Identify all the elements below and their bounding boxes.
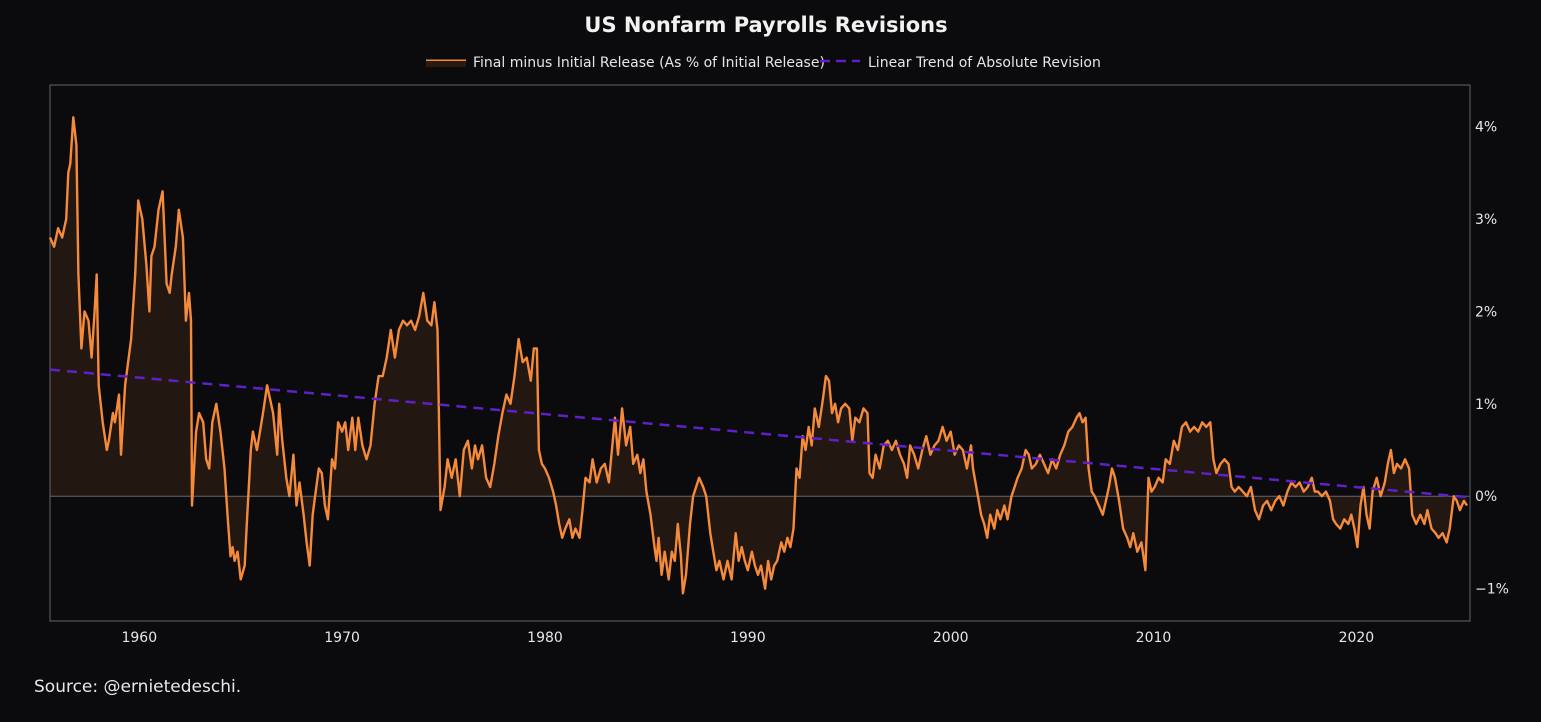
legend: Final minus Initial Release (As % of Ini… bbox=[426, 55, 1101, 71]
y-tick-label: 4% bbox=[1475, 120, 1497, 136]
series-area-fill bbox=[50, 117, 1467, 594]
x-tick-label: 1960 bbox=[121, 630, 157, 646]
series-line bbox=[48, 116, 1468, 595]
y-axis: 4% 3% 2% 1% 0% −1% bbox=[1475, 120, 1509, 598]
legend-label-series: Final minus Initial Release (As % of Ini… bbox=[473, 55, 825, 71]
y-tick-label: 0% bbox=[1475, 489, 1497, 505]
y-tick-label: 3% bbox=[1475, 212, 1497, 228]
y-tick-label: 2% bbox=[1475, 304, 1497, 320]
plot-area bbox=[48, 84, 1471, 622]
plot-frame bbox=[49, 84, 1471, 622]
x-axis: 1960 1970 1980 1990 2000 2010 2020 bbox=[121, 630, 1374, 646]
x-tick-label: 2000 bbox=[933, 630, 969, 646]
x-tick-label: 1970 bbox=[324, 630, 360, 646]
legend-swatch-series-fill bbox=[426, 61, 466, 67]
x-tick-label: 2010 bbox=[1136, 630, 1172, 646]
y-tick-label: 1% bbox=[1475, 397, 1497, 413]
chart-title: US Nonfarm Payrolls Revisions bbox=[584, 13, 947, 37]
x-tick-label: 1980 bbox=[527, 630, 563, 646]
y-tick-label: −1% bbox=[1475, 582, 1509, 598]
source-note: Source: @ernietedeschi. bbox=[34, 677, 242, 697]
x-tick-label: 2020 bbox=[1339, 630, 1375, 646]
legend-label-trend: Linear Trend of Absolute Revision bbox=[868, 55, 1101, 71]
x-tick-label: 1990 bbox=[730, 630, 766, 646]
